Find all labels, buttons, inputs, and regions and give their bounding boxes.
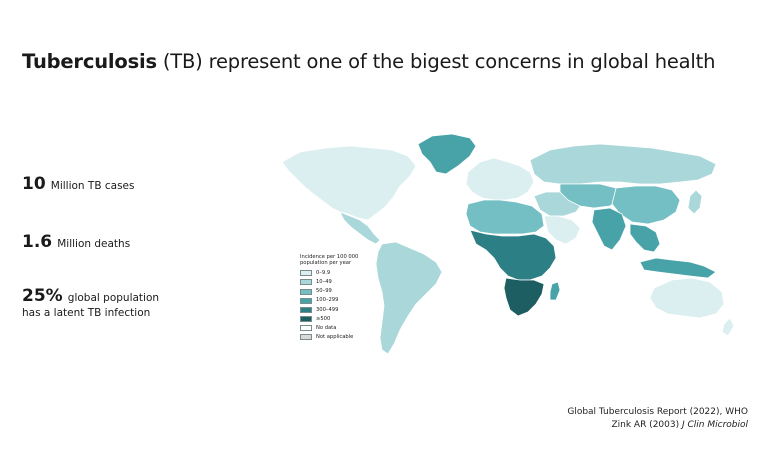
region-europe (465, 157, 535, 201)
region-central-asia (559, 183, 621, 209)
region-arabian-peninsula (543, 215, 581, 245)
stat-cases: 10 Million TB cases (22, 174, 134, 194)
legend-item: 50–99 (300, 287, 370, 296)
source-line-2-text: Zink AR (2003) (611, 419, 682, 430)
legend-label: 100–299 (316, 297, 339, 304)
legend-swatch (300, 288, 312, 295)
legend-label: ≥500 (316, 315, 331, 322)
source-line-1: Global Tuberculosis Report (2022), WHO (567, 407, 748, 417)
stat-value: 10 (22, 174, 46, 194)
region-greenland (417, 133, 477, 175)
legend-swatch (300, 270, 312, 277)
stat-deaths: 1.6 Million deaths (22, 232, 130, 252)
stat-text-line2: has a latent TB infection (22, 307, 151, 319)
region-southeast-asia (629, 223, 661, 253)
stat-text: Million deaths (57, 238, 131, 250)
stat-text: global population (67, 292, 160, 304)
legend-label: 0–9.9 (316, 270, 331, 277)
region-south-america (375, 241, 443, 355)
region-north-america (281, 145, 417, 221)
stat-value: 25% (22, 286, 63, 306)
stat-text: Million TB cases (50, 180, 135, 192)
region-southern-africa (503, 277, 545, 317)
world-map-svg (281, 133, 734, 355)
region-russia (529, 143, 717, 185)
stat-latent: 25% global population has a latent TB in… (22, 286, 159, 319)
legend-swatch (300, 324, 312, 331)
map-legend: Incidence per 100 000 population per yea… (300, 254, 370, 342)
legend-item: 100–299 (300, 296, 370, 305)
legend-title: Incidence per 100 000 population per yea… (300, 254, 359, 267)
legend-item: 0–9.9 (300, 269, 370, 278)
source-line-2: Zink AR (2003) J Clin Microbiol (567, 419, 748, 432)
slide-title-bold: Tuberculosis (22, 50, 157, 73)
legend-label: Not applicable (316, 333, 354, 340)
world-map (262, 122, 734, 384)
legend-swatch (300, 334, 312, 341)
region-new-zealand (721, 317, 734, 337)
legend-label: 10–49 (316, 279, 332, 286)
region-madagascar (549, 281, 561, 301)
legend-item: 300–499 (300, 305, 370, 314)
legend-swatch (300, 297, 312, 304)
region-sub-saharan-africa (469, 229, 557, 281)
source-journal: J Clin Microbiol (681, 419, 748, 430)
legend-label: 50–99 (316, 288, 332, 295)
region-india (591, 207, 627, 251)
region-australia (649, 277, 725, 319)
legend-items: 0–9.9 10–49 50–99 100–299 300–499 ≥500 No data… (300, 269, 370, 342)
legend-item: ≥500 (300, 314, 370, 323)
region-central-america (339, 211, 381, 245)
stat-value: 1.6 (22, 232, 53, 252)
legend-item: Not applicable (300, 332, 370, 341)
slide-title: Tuberculosis (TB) represent one of the b… (22, 50, 715, 73)
legend-label: 300–499 (316, 306, 339, 313)
legend-item: 10–49 (300, 278, 370, 287)
legend-swatch (300, 315, 312, 322)
legend-swatch (300, 306, 312, 313)
region-japan (687, 189, 703, 215)
legend-label: No data (316, 324, 337, 331)
legend-item: No data (300, 323, 370, 332)
sources: Global Tuberculosis Report (2022), WHO Z… (567, 406, 748, 431)
slide-title-rest: (TB) represent one of the bigest concern… (156, 50, 716, 73)
region-indonesia (639, 257, 717, 279)
region-north-africa (465, 199, 545, 235)
legend-swatch (300, 279, 312, 286)
